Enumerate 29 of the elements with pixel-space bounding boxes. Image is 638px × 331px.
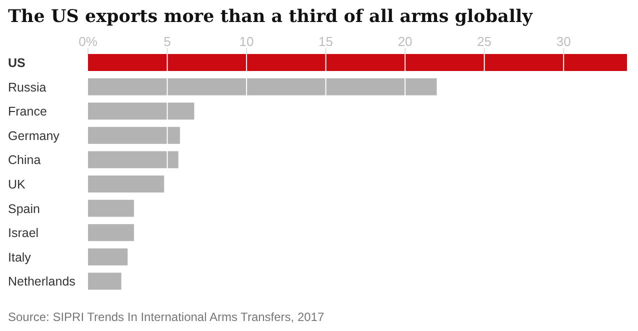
- y-tick-label: China: [8, 153, 41, 168]
- x-tick-label: 20: [398, 34, 412, 49]
- y-tick-label: France: [8, 104, 47, 119]
- bar: [88, 78, 437, 96]
- chart-title: The US exports more than a third of all arms globally: [8, 7, 534, 27]
- x-tick-label: 25: [477, 34, 492, 49]
- y-tick-label: Germany: [8, 128, 60, 143]
- bar: [88, 224, 134, 242]
- y-tick-label: US: [8, 56, 26, 70]
- bar: [88, 126, 180, 144]
- bar: [88, 54, 627, 71]
- y-tick-label: Spain: [8, 202, 40, 216]
- bar: [88, 151, 178, 168]
- y-tick-label: Italy: [8, 250, 32, 264]
- x-tick-label: 5: [164, 34, 171, 49]
- y-tick-label: UK: [8, 178, 26, 192]
- bar: [88, 200, 134, 217]
- y-tick-label: Netherlands: [8, 274, 76, 289]
- bar: [88, 176, 164, 192]
- y-tick-label: Russia: [8, 80, 46, 94]
- x-tick-label: 10: [239, 34, 254, 49]
- x-tick-label: 30: [556, 34, 571, 49]
- bar: [88, 272, 122, 290]
- x-tick-label: 0%: [78, 34, 98, 49]
- x-tick-label: 15: [318, 34, 334, 49]
- y-tick-label: Israel: [8, 226, 39, 240]
- bar: [88, 248, 128, 266]
- bar: [88, 102, 194, 120]
- source-note: Source: SIPRI Trends In International Arms Transfers, 2017: [8, 310, 324, 324]
